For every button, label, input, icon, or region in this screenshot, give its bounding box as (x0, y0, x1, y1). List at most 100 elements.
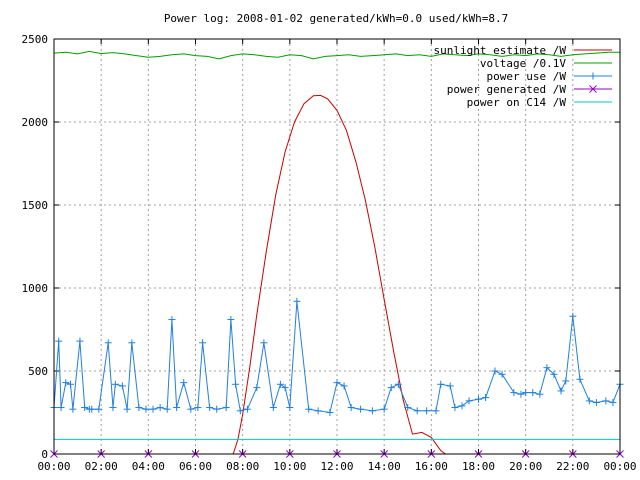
data-point (95, 405, 103, 413)
x-tick-label: 10:00 (273, 460, 306, 473)
axis-ticks: 00:00 02:00 04:00 06:00 08:00 10:00 12:00 14:00… (22, 33, 637, 473)
legend-marker-power-generated-w (589, 85, 597, 93)
data-point (510, 389, 518, 397)
data-point (557, 387, 565, 395)
x-tick-label: 08:00 (226, 460, 259, 473)
data-point (260, 339, 268, 347)
x-tick-label: 00:00 (603, 460, 636, 473)
data-point (387, 384, 395, 392)
data-point (88, 405, 96, 413)
data-point (206, 404, 214, 412)
data-point (180, 379, 188, 387)
data-point (305, 405, 313, 413)
data-point (602, 397, 610, 405)
data-point (67, 380, 75, 388)
x-tick-label: 06:00 (179, 460, 212, 473)
data-point (314, 407, 322, 415)
data-point (517, 390, 525, 398)
data-point (213, 405, 221, 413)
data-point (491, 367, 499, 375)
y-tick-label: 2000 (22, 116, 49, 129)
data-point (81, 404, 89, 412)
legend-label-sunlight-estimate-w: sunlight estimate /W (434, 44, 567, 57)
x-tick-label: 20:00 (509, 460, 542, 473)
data-point (340, 382, 348, 390)
data-point (109, 404, 117, 412)
data-point (562, 377, 570, 385)
data-point (194, 404, 202, 412)
data-point (576, 375, 584, 383)
data-point (253, 384, 261, 392)
data-point (451, 404, 459, 412)
data-point (156, 404, 164, 412)
x-tick-label: 00:00 (37, 460, 70, 473)
legend-label-power-use-w: power use /W (487, 70, 567, 83)
data-point (227, 316, 235, 324)
data-point (446, 382, 454, 390)
data-point (163, 405, 171, 413)
data-point (149, 405, 157, 413)
data-point (498, 370, 506, 378)
data-point (380, 405, 388, 413)
data-point (173, 404, 181, 412)
data-point (550, 370, 558, 378)
data-point (543, 364, 551, 372)
legend-label-power-on-c14-w: power on C14 /W (467, 96, 567, 109)
data-point (62, 379, 70, 387)
data-point (368, 407, 376, 415)
y-tick-label: 1000 (22, 282, 49, 295)
data-point (404, 404, 412, 412)
data-point (437, 380, 445, 388)
data-point (104, 339, 112, 347)
y-tick-label: 500 (28, 365, 48, 378)
data-point (458, 402, 466, 410)
data-point (243, 405, 251, 413)
y-tick-label: 1500 (22, 199, 49, 212)
data-point (128, 339, 136, 347)
data-point (432, 407, 440, 415)
data-point (236, 407, 244, 415)
data-point (276, 380, 284, 388)
series-line-voltage-0-1v (53, 50, 620, 60)
data-point (326, 409, 334, 416)
series-line-power-use-w (53, 301, 621, 414)
data-point (423, 407, 431, 415)
data-point (465, 397, 473, 405)
data-point (482, 394, 490, 402)
data-point (293, 297, 301, 305)
data-point (57, 404, 65, 412)
data-point (569, 312, 577, 320)
data-point (187, 405, 195, 413)
data-point (135, 404, 143, 412)
series-voltage-0-1v (53, 50, 620, 60)
data-point (118, 382, 126, 390)
data-point (529, 389, 537, 397)
data-point (111, 380, 119, 388)
series-power-use-w (50, 297, 624, 416)
data-point (357, 405, 365, 413)
data-point (394, 380, 402, 388)
data-point (475, 395, 482, 403)
data-point (592, 399, 600, 407)
x-tick-label: 12:00 (320, 460, 353, 473)
data-point (55, 337, 63, 345)
y-tick-label: 2500 (22, 33, 49, 46)
data-point (199, 339, 207, 347)
x-tick-label: 04:00 (132, 460, 165, 473)
data-point (76, 337, 84, 345)
x-tick-label: 14:00 (368, 460, 401, 473)
data-point (269, 404, 277, 412)
x-tick-label: 22:00 (556, 460, 589, 473)
legend-label-voltage-0-1v: voltage /0.1V (480, 57, 566, 70)
data-point (286, 404, 294, 412)
series-line-sunlight-estimate-w (232, 94, 446, 455)
x-tick-label: 02:00 (85, 460, 118, 473)
data-point (536, 390, 544, 398)
data-point (609, 399, 617, 407)
data-point (585, 397, 593, 405)
data-point (222, 404, 230, 412)
data-point (281, 384, 289, 392)
x-tick-label: 18:00 (462, 460, 495, 473)
